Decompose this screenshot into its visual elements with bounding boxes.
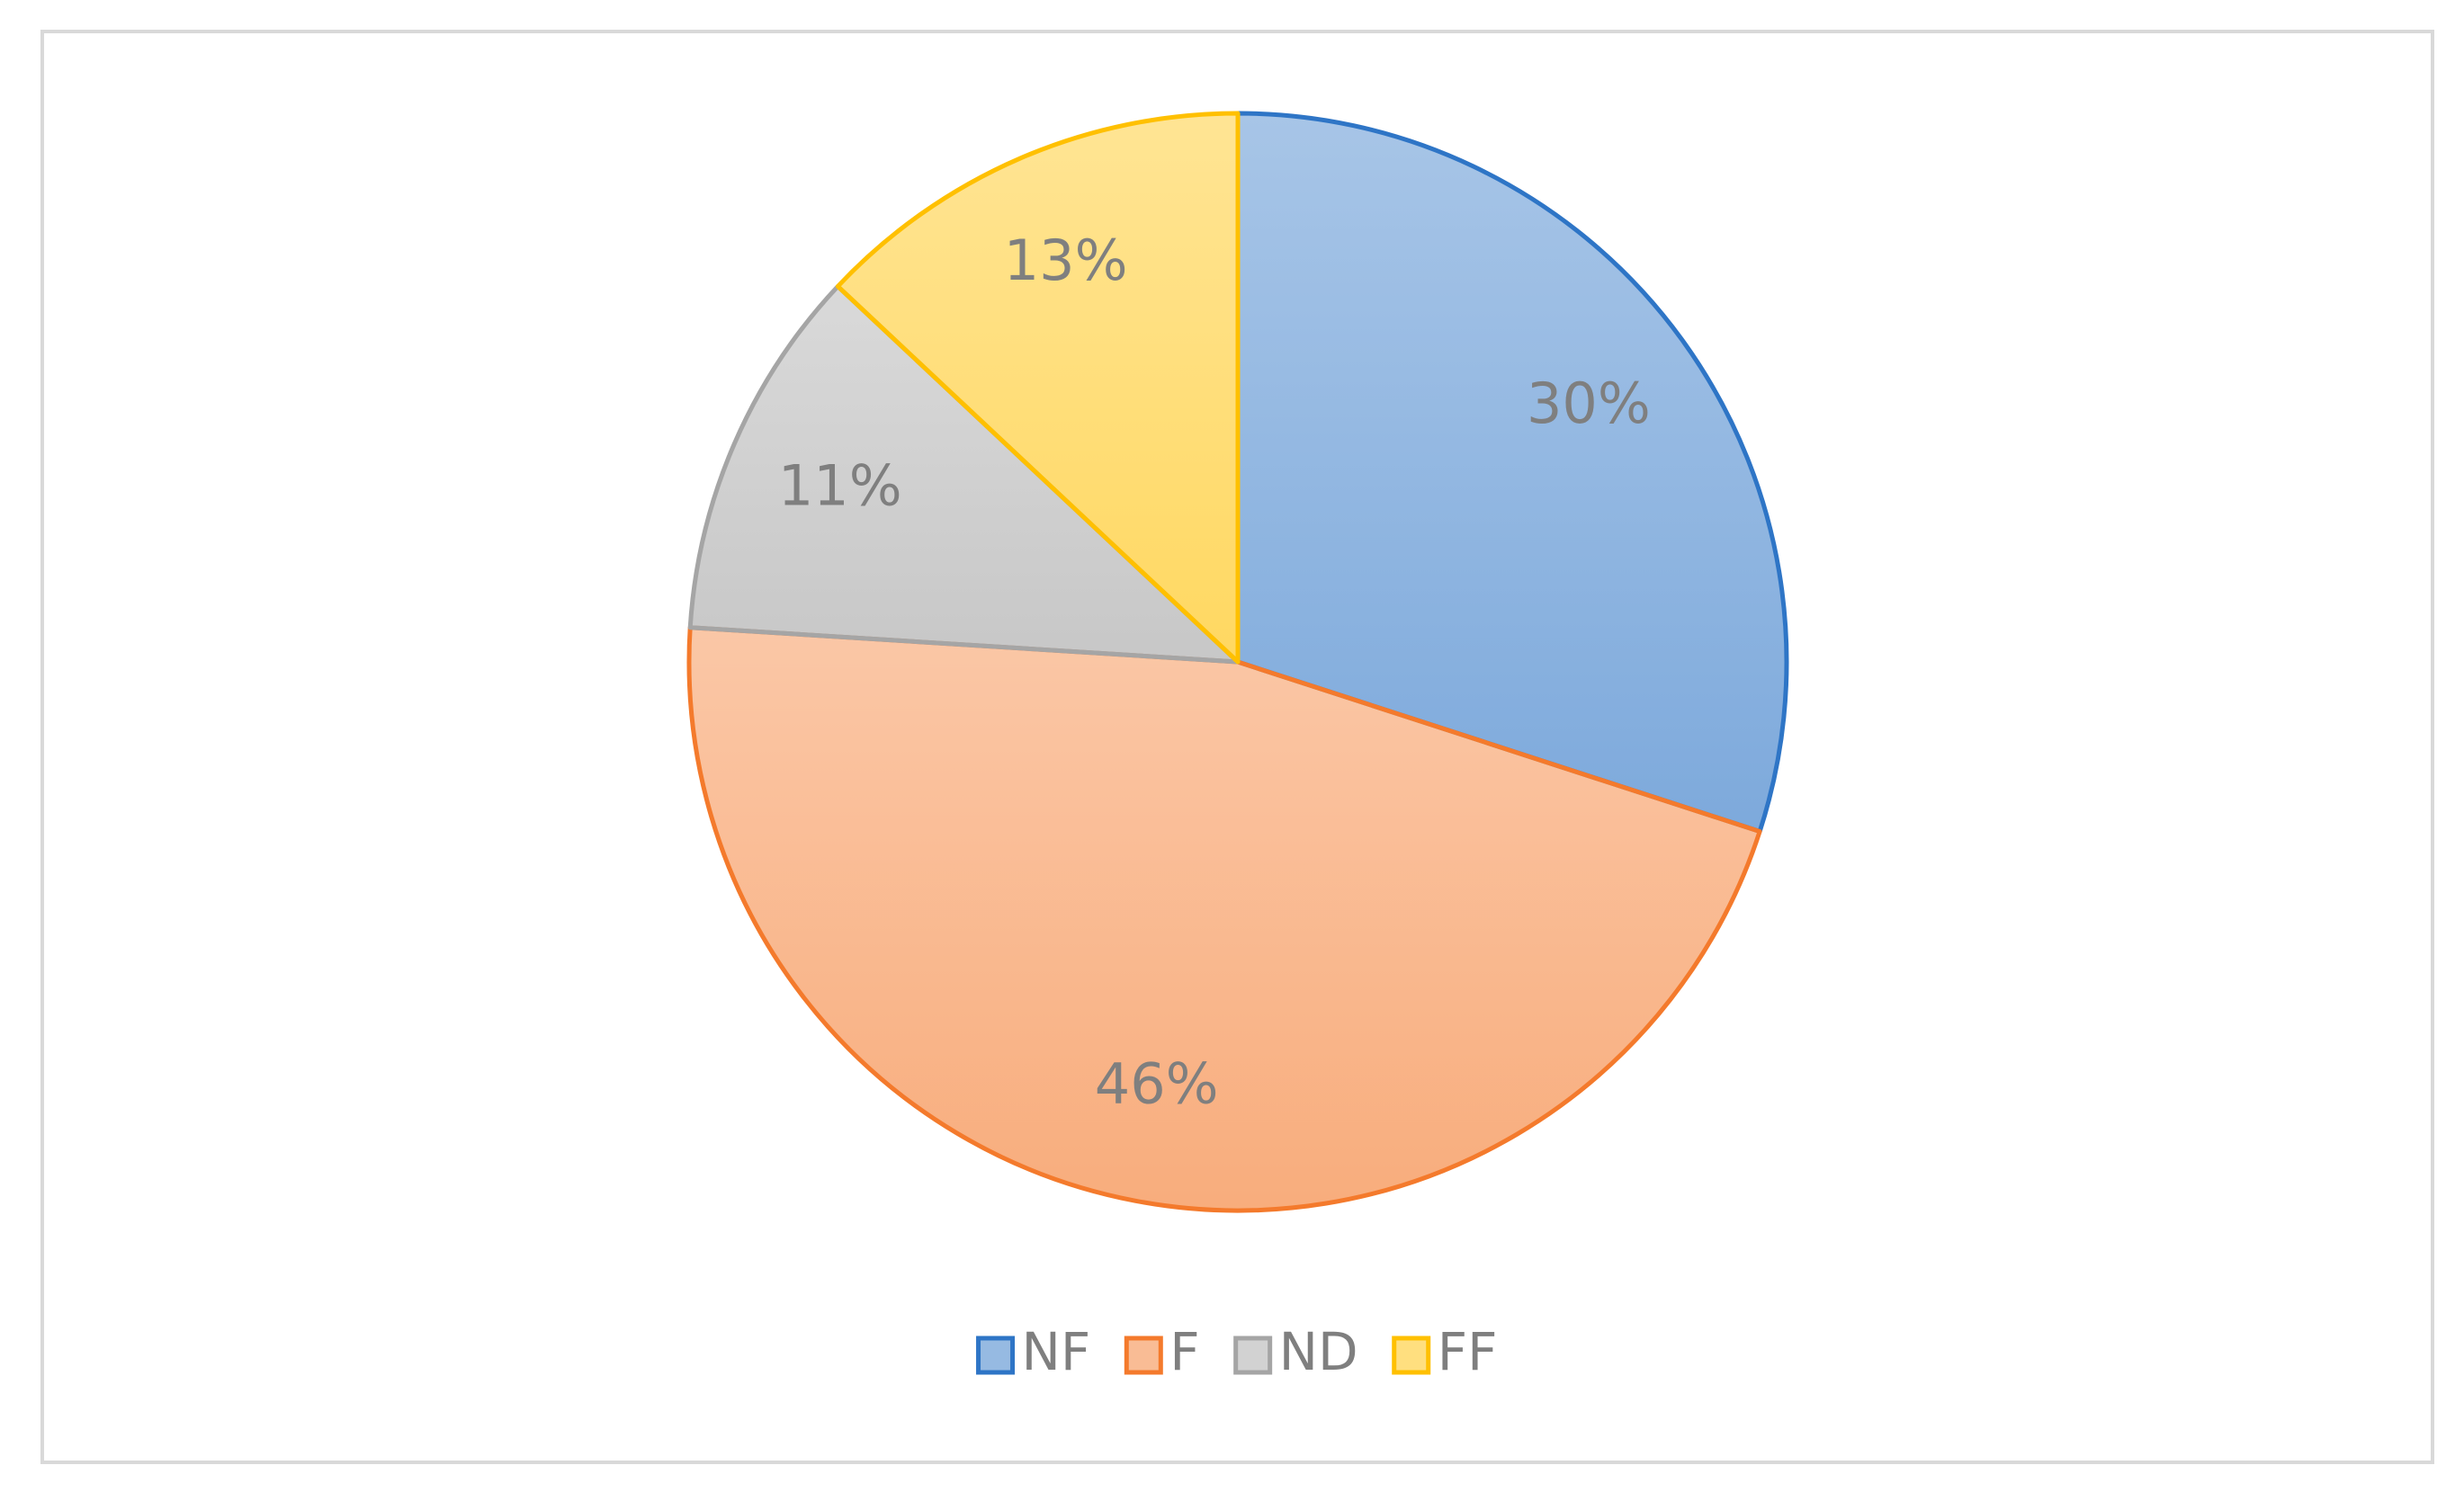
legend-swatch xyxy=(1392,1336,1431,1375)
pie-slice xyxy=(686,625,1762,1213)
data-label: 30% xyxy=(1527,371,1651,436)
data-label: 13% xyxy=(1004,228,1128,293)
legend-label: NF xyxy=(1022,1321,1091,1382)
legend-label: ND xyxy=(1279,1321,1358,1382)
legend-swatch xyxy=(976,1336,1016,1375)
data-label: 46% xyxy=(1095,1050,1219,1116)
legend-label: F xyxy=(1169,1321,1199,1382)
pie-slice xyxy=(1235,111,1789,834)
legend-label: FF xyxy=(1438,1321,1498,1382)
pie-slice xyxy=(835,111,1241,665)
legend-swatch xyxy=(1233,1336,1273,1375)
data-label: 11% xyxy=(778,453,902,519)
legend-swatch xyxy=(1124,1336,1163,1375)
pie-slice xyxy=(687,283,1241,665)
legend: NF F ND FF xyxy=(976,1321,1498,1382)
